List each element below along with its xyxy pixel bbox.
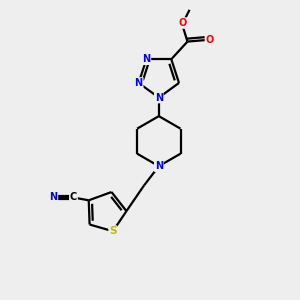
Text: O: O — [178, 18, 186, 28]
Text: C: C — [70, 192, 77, 203]
Text: N: N — [142, 54, 150, 64]
Text: N: N — [155, 93, 163, 103]
Text: O: O — [206, 35, 214, 45]
Text: S: S — [109, 226, 117, 236]
Text: N: N — [50, 192, 58, 203]
Text: N: N — [135, 78, 143, 88]
Text: N: N — [155, 161, 163, 171]
